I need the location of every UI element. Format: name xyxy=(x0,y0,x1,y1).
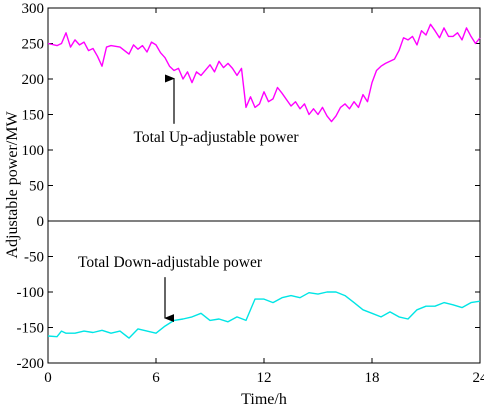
y-tick-label: 0 xyxy=(37,214,45,230)
y-tick-label: -150 xyxy=(17,321,45,337)
series-group xyxy=(47,23,481,339)
x-tick-label: 0 xyxy=(44,370,52,386)
x-tick-label: 24 xyxy=(473,370,484,386)
series-line-0 xyxy=(47,23,481,123)
y-tick-label: 250 xyxy=(22,37,45,53)
x-tick-label: 12 xyxy=(257,370,272,386)
y-tick-label: -50 xyxy=(24,250,44,266)
annotation-label-0: Total Up-adjustable power xyxy=(133,129,299,146)
annotations-group: Total Up-adjustable power Total Down-adju… xyxy=(78,74,299,323)
annotation-label-1: Total Down-adjustable power xyxy=(78,254,263,271)
y-tick-label: 150 xyxy=(22,108,45,124)
y-tick-label: 100 xyxy=(22,143,45,159)
y-tick-label: 200 xyxy=(22,72,45,88)
y-tick-label: -200 xyxy=(17,356,45,372)
series-line-1 xyxy=(47,291,481,339)
y-tick-label: -100 xyxy=(17,285,45,301)
plot-frame xyxy=(47,7,481,364)
y-tick-label: 300 xyxy=(22,1,45,17)
y-tick-label: 50 xyxy=(29,179,44,195)
axis-ticks: 0 6 12 18 24 300 250 200 150 100 50 0 -50 -100 -150 -20… xyxy=(17,1,484,386)
x-axis-label: Time/h xyxy=(241,391,287,408)
x-tick-label: 6 xyxy=(152,370,160,386)
y-axis-label: Adjustable power/MW xyxy=(4,111,21,259)
x-tick-label: 18 xyxy=(365,370,380,386)
